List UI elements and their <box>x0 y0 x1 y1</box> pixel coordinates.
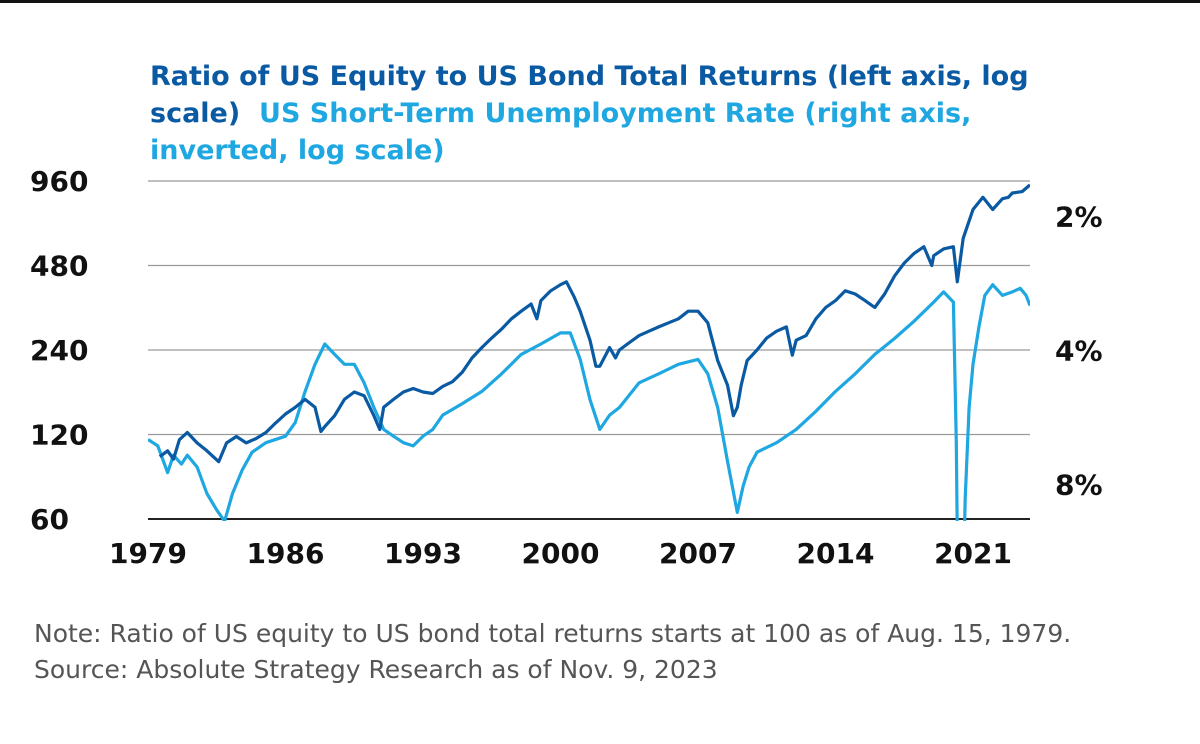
x-tick-label: 1986 <box>247 537 325 570</box>
series-group <box>148 183 1030 521</box>
left-tick-label: 240 <box>30 334 88 367</box>
right-axis: 2% 4% 8% <box>1055 200 1103 501</box>
left-axis: 960 480 240 120 60 <box>30 165 88 536</box>
x-tick-label: 2014 <box>797 537 875 570</box>
left-tick-label: 480 <box>30 250 88 283</box>
source-line: Source: Absolute Strategy Research as of… <box>34 655 718 684</box>
series-short-term-unemployment <box>148 283 1030 521</box>
gridlines <box>148 180 1030 520</box>
x-tick-label: 2000 <box>522 537 600 570</box>
right-tick-label: 4% <box>1055 334 1103 367</box>
footnote: Note: Ratio of US equity to US bond tota… <box>34 616 1071 688</box>
note-line: Note: Ratio of US equity to US bond tota… <box>34 619 1072 648</box>
title-primary: Ratio of US Equity to US Bond Total Retu… <box>150 61 1029 129</box>
x-axis: 1979 1986 1993 2000 2007 2014 2021 <box>109 537 1012 570</box>
right-tick-label: 2% <box>1055 200 1103 233</box>
chart-title: Ratio of US Equity to US Bond Total Retu… <box>150 58 1060 169</box>
left-tick-label: 960 <box>30 165 88 198</box>
series-equity-bond-ratio <box>158 183 1030 464</box>
x-tick-label: 2007 <box>659 537 737 570</box>
right-tick-label: 8% <box>1055 468 1103 501</box>
x-tick-label: 1979 <box>109 537 187 570</box>
x-tick-label: 2021 <box>934 537 1012 570</box>
x-tick-label: 1993 <box>384 537 462 570</box>
top-rule <box>0 0 1200 3</box>
left-tick-label: 60 <box>30 503 69 536</box>
left-tick-label: 120 <box>30 419 88 452</box>
title-secondary: US Short-Term Unemployment Rate (right a… <box>150 98 972 166</box>
